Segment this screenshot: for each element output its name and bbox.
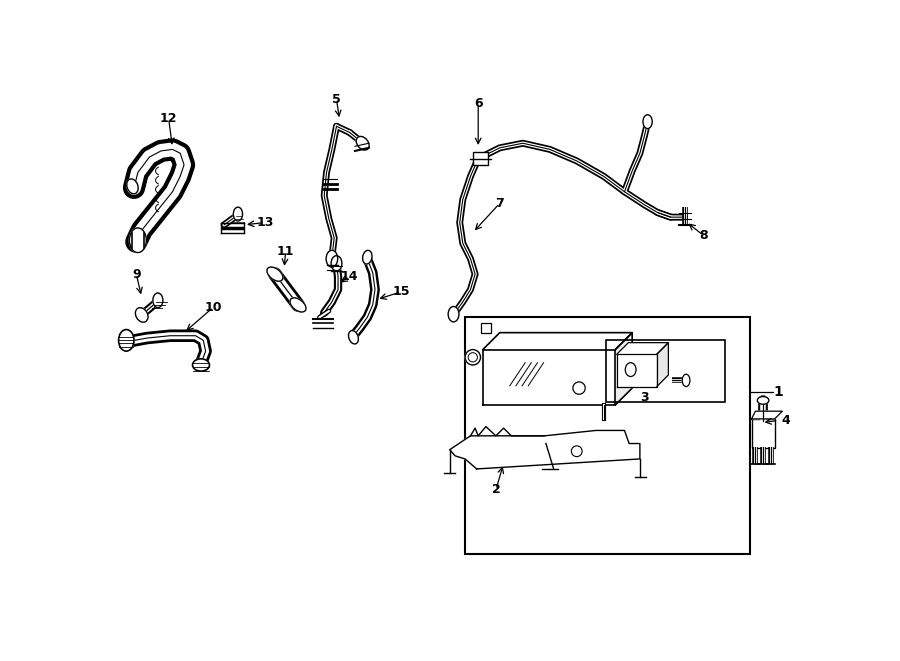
Bar	[465, 317, 750, 554]
Text: 13: 13	[256, 216, 274, 229]
Circle shape	[573, 382, 585, 394]
Ellipse shape	[119, 330, 134, 351]
Bar	[606, 340, 724, 402]
Ellipse shape	[233, 207, 243, 221]
Circle shape	[465, 350, 481, 365]
Ellipse shape	[127, 179, 139, 194]
Ellipse shape	[643, 115, 652, 129]
Circle shape	[572, 446, 582, 457]
Text: 8: 8	[699, 229, 708, 242]
Text: 1: 1	[774, 385, 783, 399]
Polygon shape	[450, 430, 640, 469]
Polygon shape	[752, 411, 782, 419]
Text: 9: 9	[132, 268, 140, 281]
Text: 7: 7	[495, 197, 504, 210]
Ellipse shape	[326, 251, 338, 267]
Ellipse shape	[363, 251, 372, 264]
Polygon shape	[616, 354, 657, 387]
Bar	[472, 153, 488, 165]
Text: 14: 14	[341, 270, 358, 283]
Ellipse shape	[290, 298, 306, 312]
Ellipse shape	[135, 307, 148, 322]
Text: 4: 4	[782, 414, 790, 427]
Ellipse shape	[331, 256, 342, 271]
Text: 15: 15	[392, 286, 410, 298]
Polygon shape	[616, 342, 669, 354]
Text: 11: 11	[277, 245, 294, 258]
Ellipse shape	[356, 136, 369, 150]
Text: 6: 6	[474, 97, 482, 110]
Bar	[482, 323, 490, 332]
Bar	[752, 419, 775, 448]
Text: 10: 10	[204, 301, 222, 314]
Ellipse shape	[193, 359, 210, 371]
Ellipse shape	[348, 330, 358, 344]
Text: 12: 12	[160, 112, 177, 125]
Polygon shape	[616, 332, 632, 405]
Text: 3: 3	[640, 391, 649, 404]
Polygon shape	[657, 342, 669, 387]
Ellipse shape	[626, 363, 636, 377]
Ellipse shape	[682, 374, 690, 387]
Ellipse shape	[267, 267, 283, 281]
Polygon shape	[482, 350, 616, 405]
Text: 2: 2	[491, 483, 500, 496]
Ellipse shape	[448, 307, 459, 322]
Text: 5: 5	[332, 93, 341, 106]
Ellipse shape	[757, 397, 769, 405]
Ellipse shape	[130, 228, 147, 253]
Polygon shape	[482, 332, 632, 350]
Ellipse shape	[153, 293, 163, 307]
